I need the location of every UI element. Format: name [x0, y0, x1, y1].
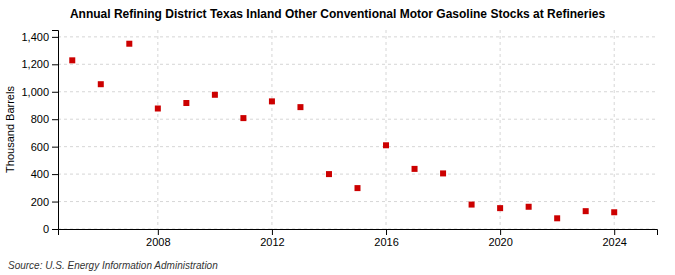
tick-label: 600	[31, 141, 49, 153]
y-axis: 0 200 400 600 800 1,000 1,200 1,400	[21, 31, 58, 236]
tick-mark	[52, 229, 58, 230]
tick: 2008	[146, 229, 170, 248]
point	[583, 208, 589, 214]
tick: 2024	[602, 229, 626, 248]
point	[155, 106, 161, 112]
grid-line-y	[58, 91, 657, 92]
point	[269, 98, 275, 104]
plot: 2008 2012 2016 2020 2024 0 200 400 600 800 1,000 1,…	[21, 30, 657, 248]
tick-mark	[52, 147, 58, 148]
tick: 1,200	[21, 58, 58, 70]
tick-label: 2012	[260, 236, 284, 248]
tick-mark	[52, 92, 58, 93]
tick-mark	[52, 64, 58, 65]
points	[69, 41, 617, 222]
point	[526, 204, 532, 210]
grid-line-y	[58, 174, 657, 175]
grid	[58, 30, 657, 229]
grid-line-y	[58, 201, 657, 202]
tick: 600	[31, 141, 58, 153]
tick: 200	[31, 196, 58, 208]
point	[297, 104, 303, 110]
tick-label: 1,000	[21, 86, 49, 98]
tick: 1,000	[21, 86, 58, 98]
grid-line-y	[58, 36, 657, 37]
tick-mark	[52, 174, 58, 175]
grid-line-y	[58, 119, 657, 120]
tick-mark	[52, 37, 58, 38]
tick-label: 2024	[602, 236, 626, 248]
point	[469, 202, 475, 208]
point	[183, 100, 189, 106]
tick-mark	[614, 229, 615, 235]
tick-label: 1,400	[21, 31, 49, 43]
tick-label: 2020	[488, 236, 512, 248]
point	[355, 185, 361, 191]
point	[554, 215, 560, 221]
grid-line-y	[58, 146, 657, 147]
point	[497, 205, 503, 211]
tick-mark	[52, 119, 58, 120]
point	[126, 41, 132, 47]
tick-label: 200	[31, 196, 49, 208]
tick-label: 800	[31, 113, 49, 125]
point	[383, 142, 389, 148]
point	[326, 171, 332, 177]
tick: 400	[31, 168, 58, 180]
point	[440, 170, 446, 176]
grid-line-x	[500, 30, 501, 229]
point	[412, 166, 418, 172]
axis-line	[52, 31, 59, 230]
tick: 2016	[374, 229, 398, 248]
tick-label: 2008	[146, 236, 170, 248]
chart: 2008 2012 2016 2020 2024 0 200 400 600 800 1,000 1,…	[0, 0, 675, 275]
grid-line-x	[386, 30, 387, 229]
point	[212, 92, 218, 98]
tick-mark	[158, 229, 159, 235]
tick: 800	[31, 113, 58, 125]
tick-label: 1,200	[21, 58, 49, 70]
tick-label: 2016	[374, 236, 398, 248]
axis-line	[59, 230, 658, 236]
tick: 1,400	[21, 31, 58, 43]
grid-line-x	[271, 30, 272, 229]
tick: 0	[43, 223, 58, 235]
tick-mark	[52, 202, 58, 203]
tick: 2012	[260, 229, 284, 248]
y-axis-title: Thousand Barrels	[4, 86, 16, 173]
tick-mark	[386, 229, 387, 235]
tick-label: 400	[31, 168, 49, 180]
tick-label: 0	[43, 223, 49, 235]
grid-line-x	[157, 30, 158, 229]
point	[240, 115, 246, 121]
title: Annual Refining District Texas Inland Ot…	[70, 7, 606, 21]
tick: 2020	[488, 229, 512, 248]
point	[69, 57, 75, 63]
grid-line-y	[58, 64, 657, 65]
annotation: Source: U.S. Energy Information Administ…	[8, 260, 218, 271]
tick-mark	[500, 229, 501, 235]
point	[611, 209, 617, 215]
point	[98, 81, 104, 87]
tick-mark	[272, 229, 273, 235]
x-axis: 2008 2012 2016 2020 2024	[59, 229, 658, 248]
grid-line-x	[614, 30, 615, 229]
